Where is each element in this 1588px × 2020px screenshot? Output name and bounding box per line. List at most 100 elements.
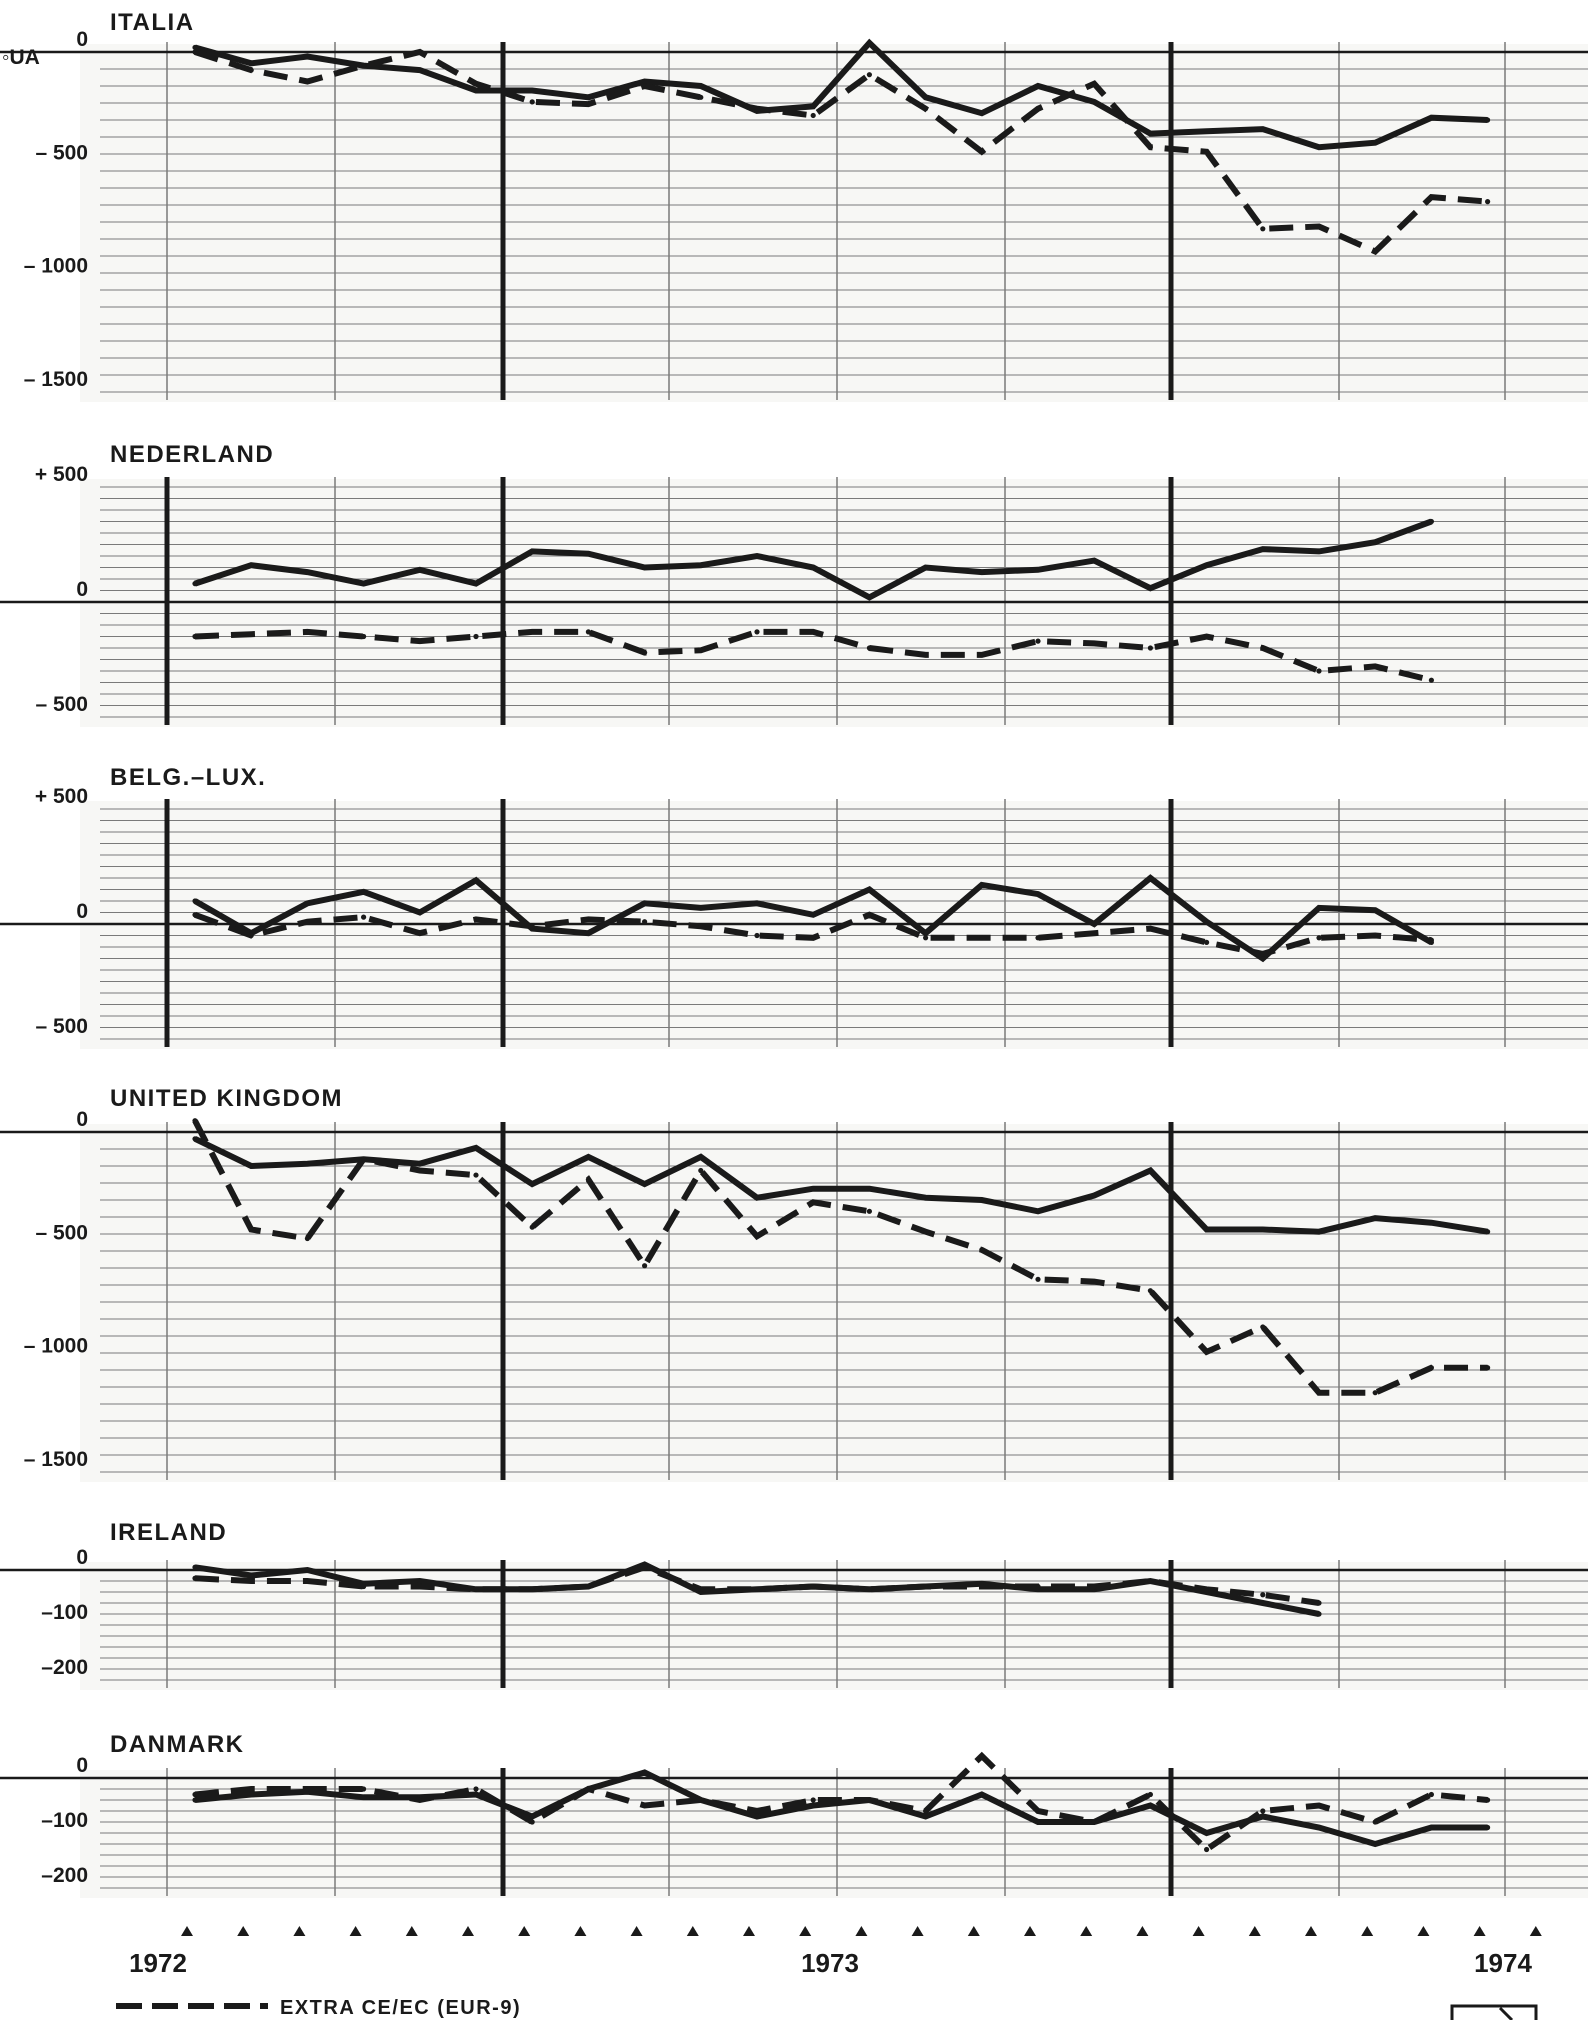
data-point (1204, 1349, 1210, 1355)
data-point (1035, 1583, 1041, 1590)
data-point (642, 83, 648, 89)
data-point (192, 581, 198, 587)
data-point (1204, 939, 1210, 946)
panel-title-nederland: NEDERLAND (110, 441, 274, 468)
data-point (979, 149, 985, 155)
data-point (192, 1136, 198, 1142)
data-point (1091, 99, 1097, 105)
data-point (1204, 1226, 1210, 1233)
data-point (248, 1786, 254, 1792)
data-point (361, 1583, 367, 1590)
data-point (923, 1229, 929, 1235)
data-point (417, 930, 423, 936)
data-point (866, 594, 873, 601)
data-point (248, 562, 254, 568)
data-point (1260, 645, 1266, 651)
data-point (1147, 1578, 1153, 1584)
data-point (1035, 638, 1041, 644)
data-point (979, 1583, 985, 1590)
data-point (866, 912, 873, 918)
data-point (754, 629, 760, 635)
month-marker (1136, 1926, 1149, 1936)
data-point (1428, 518, 1434, 525)
month-marker (405, 1926, 418, 1936)
data-point (1316, 1802, 1322, 1809)
data-point (417, 567, 423, 573)
data-point (361, 581, 367, 587)
y-tick-label: 0 (76, 1754, 88, 1777)
data-point (1204, 1586, 1210, 1592)
data-point (304, 919, 310, 925)
data-point (1485, 1824, 1491, 1831)
data-point (585, 916, 592, 923)
data-point (248, 932, 254, 939)
data-point (698, 905, 704, 911)
panel-title-united-kingdom: UNITED KINGDOM (110, 1085, 343, 1112)
data-point (698, 94, 704, 100)
data-point (979, 1791, 985, 1798)
data-point (1147, 585, 1153, 591)
data-point (1260, 226, 1266, 232)
data-point (923, 930, 929, 936)
data-point (1091, 81, 1097, 87)
series-line-dashed (192, 1119, 1488, 1396)
data-point (979, 882, 985, 888)
data-point (529, 1586, 535, 1592)
month-marker (349, 1926, 362, 1936)
data-point (1091, 1279, 1097, 1285)
data-point (1260, 1813, 1266, 1820)
data-point (698, 562, 704, 568)
month-marker (1192, 1926, 1205, 1936)
data-point (1316, 905, 1322, 911)
y-tick-label: – 500 (35, 141, 88, 164)
data-point (1428, 1365, 1434, 1371)
month-marker (743, 1926, 755, 1936)
data-point (979, 652, 985, 658)
data-point (923, 1813, 929, 1820)
data-point (1035, 83, 1041, 89)
data-point (810, 912, 816, 918)
data-point (1485, 199, 1491, 205)
y-tick-label: – 1500 (24, 368, 88, 391)
data-point (1485, 1229, 1491, 1235)
data-point (754, 553, 760, 559)
data-point (923, 1808, 929, 1814)
y-tick-label: – 1500 (24, 1448, 88, 1471)
data-point (923, 106, 929, 112)
data-point (1204, 633, 1210, 640)
data-point (248, 67, 254, 73)
data-point (754, 106, 760, 112)
y-tick-label: + 500 (35, 463, 88, 486)
y-tick-label: –200 (41, 1864, 88, 1887)
data-point (192, 1575, 198, 1581)
data-point (810, 112, 816, 119)
y-tick-label: 0 (76, 578, 88, 601)
data-point (1372, 907, 1378, 913)
data-point (361, 633, 367, 640)
month-marker (630, 1926, 643, 1936)
data-point (1204, 128, 1210, 134)
year-label-1972: 1972 (129, 1948, 187, 1978)
y-tick-label: – 1000 (24, 255, 88, 278)
data-point (361, 1786, 367, 1792)
data-point (1035, 1208, 1041, 1214)
data-point (248, 1226, 254, 1233)
data-point (979, 1753, 985, 1759)
data-point (361, 1794, 367, 1800)
data-point (866, 886, 873, 893)
data-point (979, 110, 985, 116)
data-point (585, 94, 592, 100)
month-marker (1248, 1926, 1261, 1936)
data-point (417, 1578, 423, 1584)
data-point (529, 1181, 535, 1187)
data-point (304, 900, 310, 906)
data-point (810, 1186, 816, 1192)
data-point (866, 1186, 873, 1192)
panel-italia: ITALIA 0 – 500 – 1000 – 1500 ◦UA (0, 9, 1588, 402)
panel-united-kingdom: UNITED KINGDOM 0 – 500 – 1000 – 1500 (0, 1085, 1588, 1482)
y-tick-label: – 1000 (24, 1335, 88, 1358)
data-point (417, 1797, 423, 1803)
data-point (192, 49, 198, 55)
data-point (1372, 140, 1378, 146)
data-point (1035, 106, 1041, 112)
